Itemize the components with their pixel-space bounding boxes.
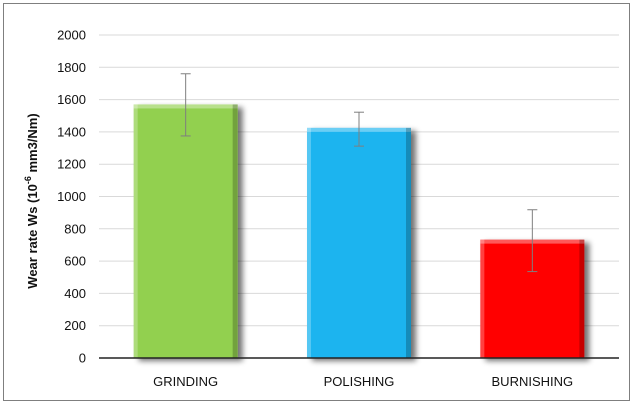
bar-right-shade — [406, 127, 411, 358]
bar-left-highlight — [480, 239, 485, 358]
bar — [307, 127, 411, 358]
x-tick-label: GRINDING — [153, 374, 218, 389]
y-axis-label: Wear rate Ws (10-6 mm3/Nm) — [23, 113, 40, 288]
x-axis-labels: GRINDING POLISHING BURNISHING — [153, 374, 573, 389]
error-bar — [180, 73, 191, 137]
bar-polishing — [307, 127, 411, 358]
y-tick-label: 0 — [79, 351, 86, 366]
y-tick-label: 1400 — [57, 124, 86, 139]
y-tick-label: 1600 — [57, 92, 86, 107]
y-tick-label: 2000 — [57, 28, 86, 43]
x-tick-label: POLISHING — [324, 374, 395, 389]
error-bar — [354, 111, 364, 147]
y-tick-label: 1200 — [57, 157, 86, 172]
y-tick-label: 800 — [64, 221, 86, 236]
y-tick-label: 200 — [64, 318, 86, 333]
bar-right-shade — [232, 104, 238, 358]
bar-left-highlight — [133, 104, 138, 358]
bar-grinding — [133, 104, 238, 358]
error-bars — [180, 73, 538, 273]
y-tick-label: 400 — [64, 286, 86, 301]
y-axis-ticks: 0 200 400 600 800 1000 1200 1400 1600 1800 2000 — [57, 28, 86, 366]
y-tick-label: 600 — [64, 254, 86, 269]
y-tick-label: 1800 — [57, 60, 86, 75]
x-tick-label: BURNISHING — [492, 374, 574, 389]
bar-right-shade — [579, 239, 585, 358]
y-tick-label: 1000 — [57, 189, 86, 204]
bar — [133, 104, 238, 358]
bar-left-highlight — [307, 127, 311, 358]
error-bar — [527, 209, 538, 273]
